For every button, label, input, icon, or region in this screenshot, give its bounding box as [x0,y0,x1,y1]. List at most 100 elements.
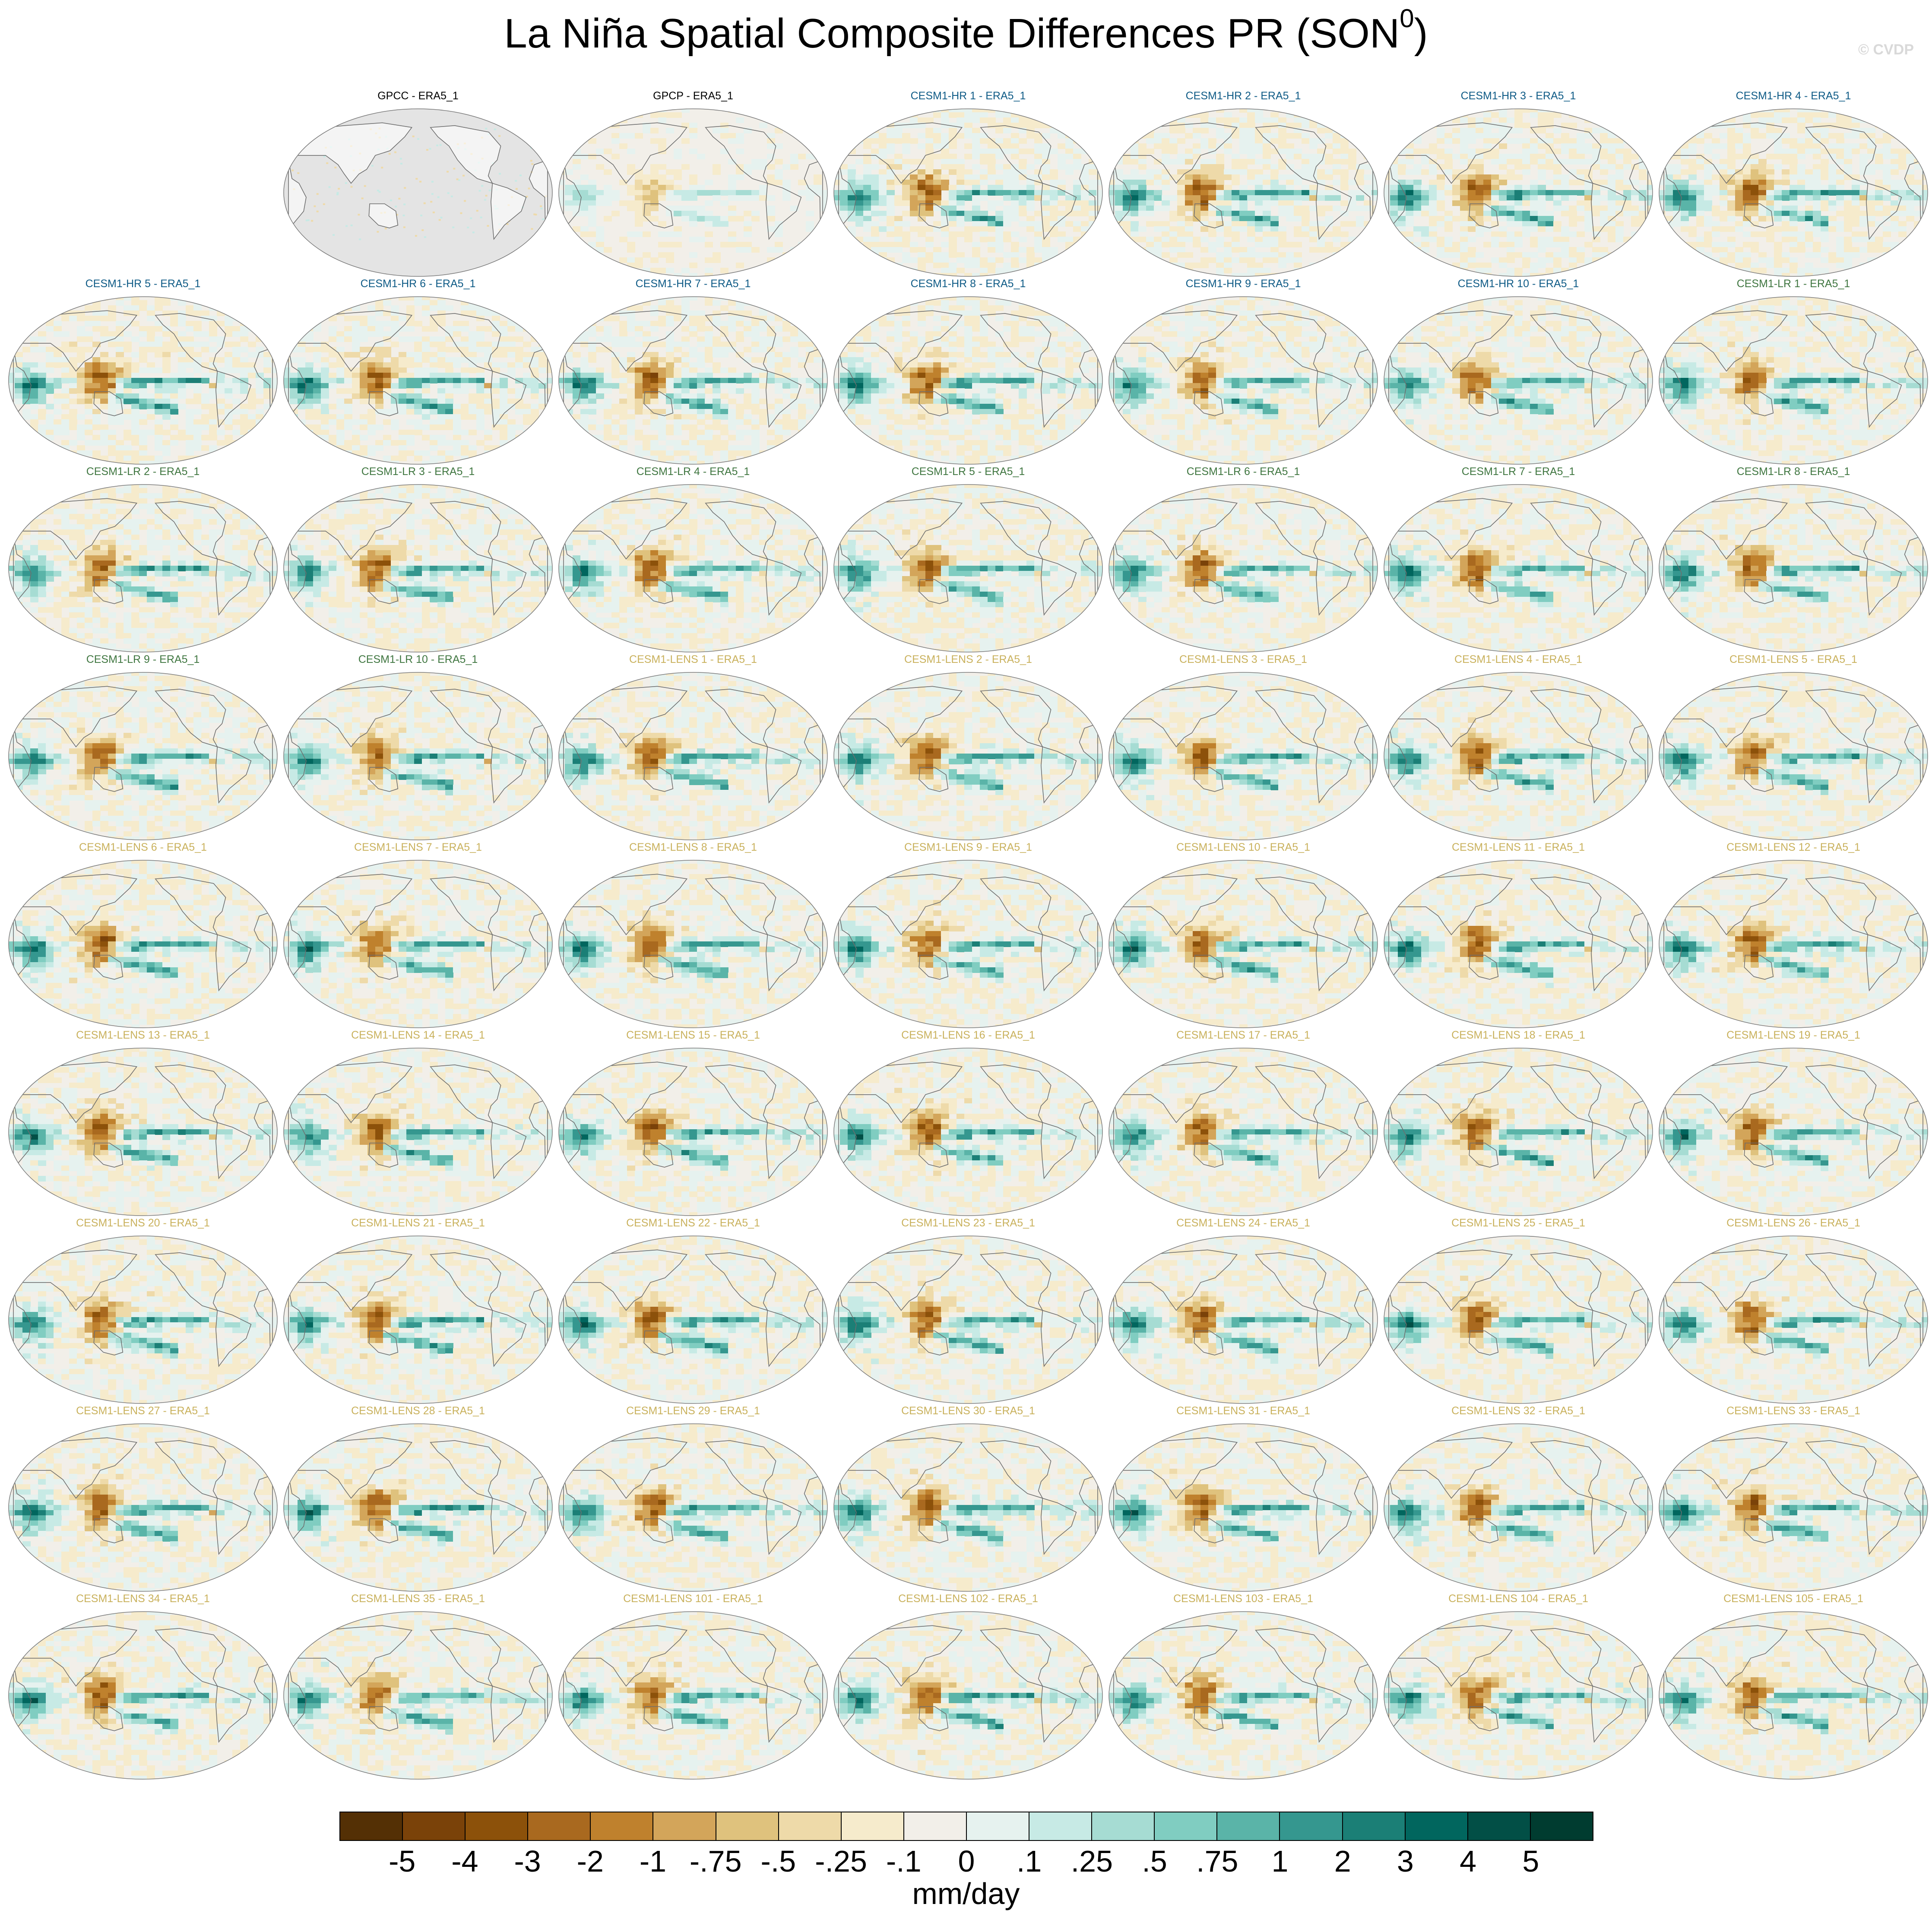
map-grid-cell [54,326,62,332]
map-grid-cell [1239,190,1248,196]
map-grid-cell [1906,133,1914,139]
map-grid-cell [1639,206,1647,211]
map-grid-cell [1437,200,1445,206]
map-grid-cell [956,195,965,201]
map-grid-cell [1073,226,1081,232]
map-grid-cell [964,231,972,237]
map-grid-cell [1317,174,1325,180]
map-grid-cell [1089,123,1097,128]
map-grid-cell [193,378,202,383]
map-grid-cell [956,231,965,237]
map-grid-cell [1460,133,1468,139]
map-grid-cell [604,149,612,154]
map-grid-cell [1476,164,1484,170]
map-grid-cell [1003,164,1011,170]
map-grid-cell [1704,169,1712,175]
map-grid-cell [834,112,840,118]
map-grid-cell [1232,164,1240,170]
map-grid-cell [1429,200,1437,206]
map-grid-cell [225,352,233,358]
map-grid-cell [85,367,93,373]
map-grid-cell [1522,195,1530,201]
map-grid-cell [209,336,217,342]
map-grid-cell [519,174,522,177]
map-grid-cell [1813,154,1821,159]
map-grid-cell [1421,257,1429,263]
map-grid-cell [1398,159,1406,165]
map-grid-cell [658,231,666,237]
map-grid-cell [1185,149,1193,154]
map-grid-cell [9,445,15,451]
map-grid-cell [1766,211,1774,216]
map-grid-cell [1185,200,1193,206]
map-grid-cell [1491,242,1499,247]
map-grid-cell [1169,226,1178,232]
map-grid-cell [201,342,209,347]
map-grid-cell [54,305,62,311]
map-grid-cell [1592,263,1600,268]
map-grid-cell [887,112,895,118]
map-grid-cell [1270,138,1279,144]
map-grid-cell [1720,195,1728,201]
map-grid-cell [1766,164,1774,170]
map-grid-cell [61,347,70,352]
map-grid-cell [949,185,957,190]
map-grid-cell [1325,190,1333,196]
map-grid-cell [1302,268,1310,273]
map-grid-cell [1429,180,1437,185]
map-grid-cell [1688,149,1697,154]
map-grid-cell [1673,154,1681,159]
map-grid-cell [1011,242,1019,247]
map-grid-cell [720,200,728,206]
map-grid-cell [290,321,298,326]
map-grid-cell [1421,123,1429,128]
map-grid-cell [1364,164,1372,170]
map-grid-cell [54,297,62,301]
map-grid-cell [290,336,298,342]
map-grid-cell [1836,221,1844,227]
map-grid-cell [1200,211,1209,216]
map-grid-cell [329,300,337,306]
map-grid-cell [972,117,980,123]
map-grid-cell [1247,231,1255,237]
map-grid-cell [1797,117,1805,123]
map-grid-cell [1452,242,1460,247]
map-grid-cell [1340,154,1349,159]
map-grid-cell [1263,231,1271,237]
map-grid-cell [1390,211,1398,216]
map-grid-cell [565,200,573,206]
map-grid-cell [713,216,721,222]
map-grid-cell [1805,206,1813,211]
map-grid-cell [1216,180,1224,185]
map-grid-cell [46,297,54,301]
map-grid-cell [1852,211,1860,216]
map-grid-cell [1216,206,1224,211]
map-grid-cell [1444,154,1453,159]
map-grid-cell [855,159,864,165]
map-grid-cell [1232,174,1240,180]
map-grid-cell [1735,174,1743,180]
map-grid-cell [1659,180,1666,185]
map-grid-cell [1011,185,1019,190]
map-grid-cell [217,440,225,446]
map-grid-cell [949,159,957,165]
map-grid-cell [193,409,202,415]
map-grid-cell [840,112,848,118]
map-grid-cell [1058,263,1066,268]
map-grid-cell [225,321,233,326]
map-grid-cell [1844,164,1852,170]
map-grid-cell [1193,206,1201,211]
map-grid-cell [1263,128,1271,133]
map-grid-cell [1333,195,1341,201]
map-grid-cell [323,155,326,158]
map-grid-cell [1522,143,1530,149]
map-grid-cell [1371,149,1378,154]
map-grid-cell [775,159,783,165]
map-grid-cell [1177,206,1185,211]
map-grid-cell [918,185,926,190]
map-grid-cell [1413,195,1422,201]
map-grid-cell [1333,149,1341,154]
map-grid-cell [538,305,547,311]
map-grid-cell [162,357,171,363]
map-grid-cell [1247,216,1255,222]
